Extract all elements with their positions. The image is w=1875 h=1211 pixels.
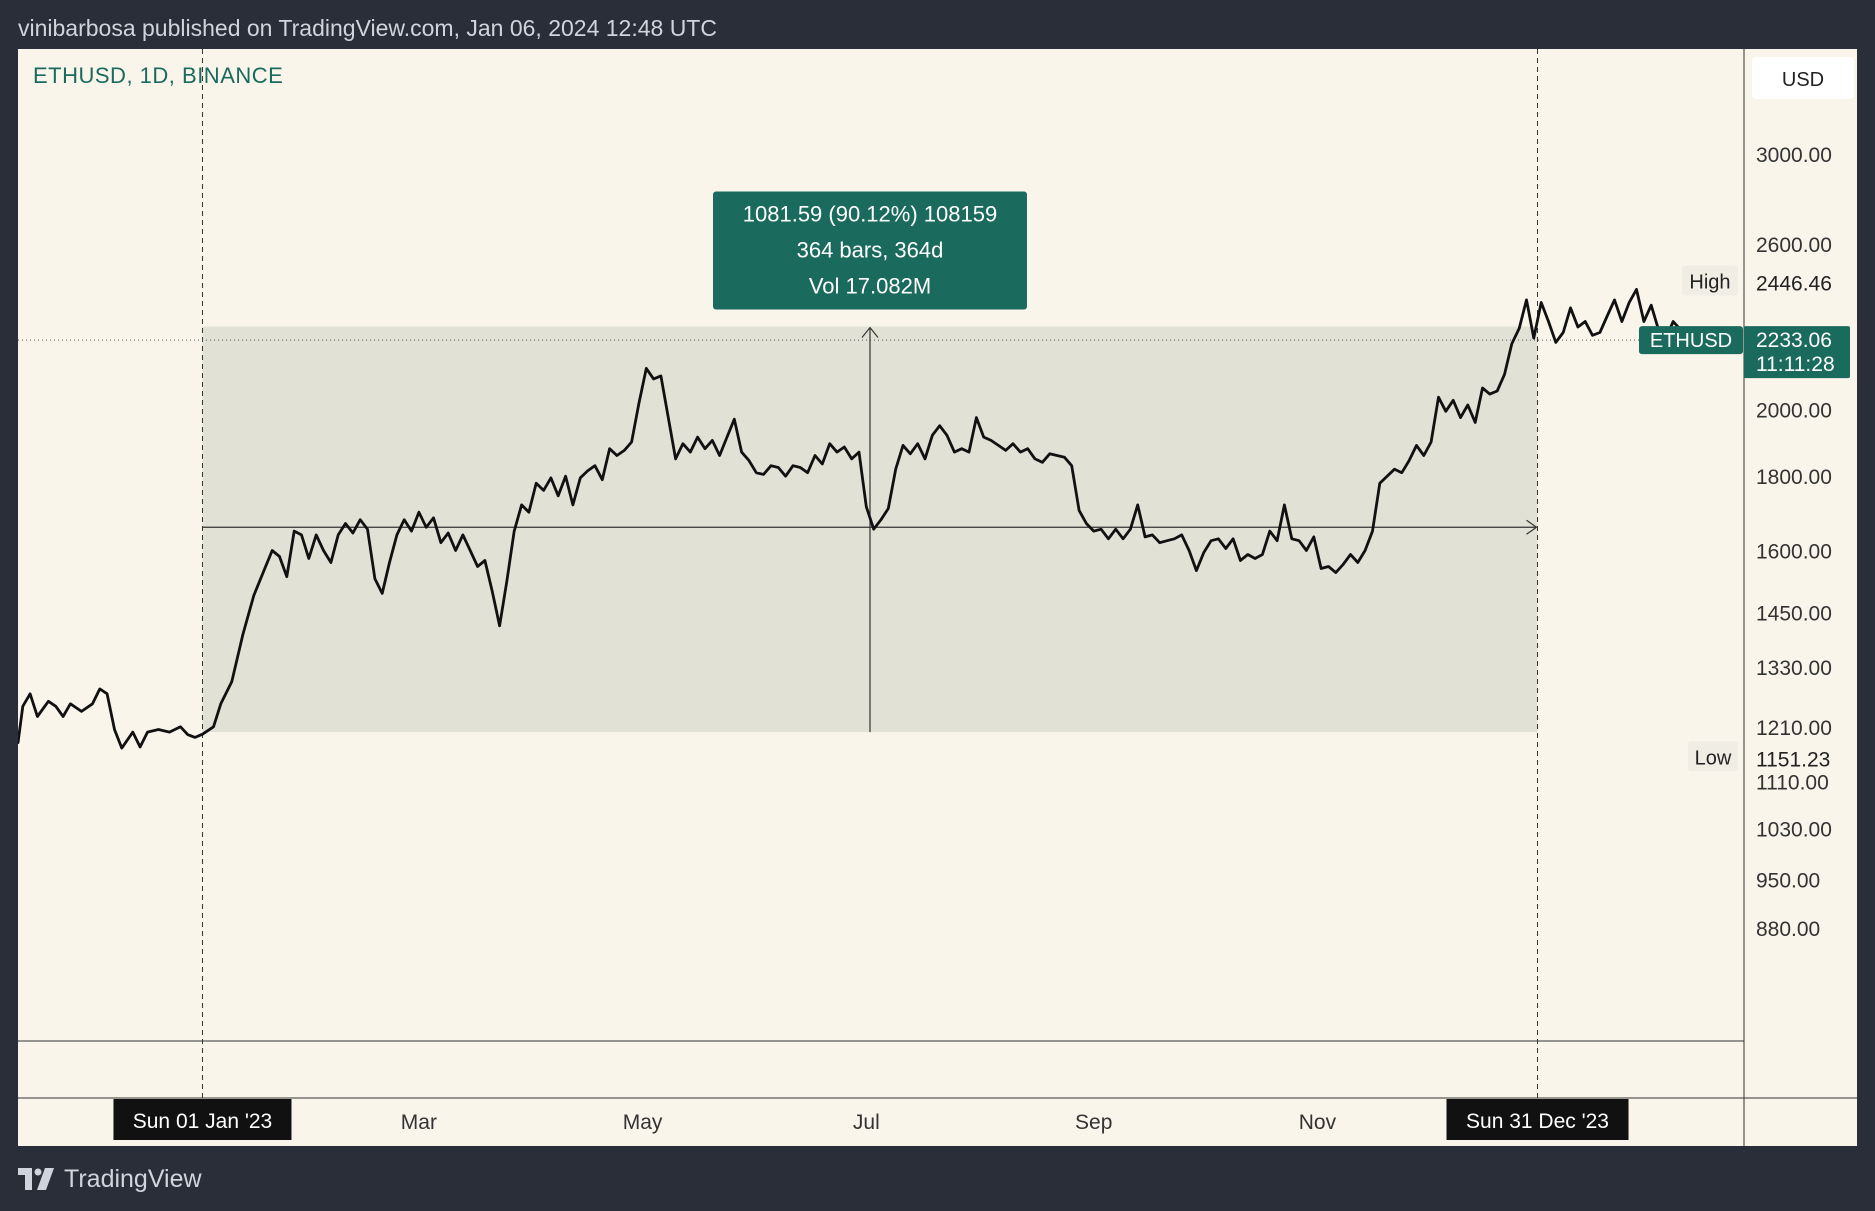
horizontal-arrow-icon xyxy=(1526,519,1538,535)
tradingview-logo-icon xyxy=(18,1168,54,1190)
symbol-price-tag[interactable] xyxy=(1639,326,1743,355)
footer-brand[interactable]: TradingView xyxy=(18,1162,202,1196)
currency-button[interactable] xyxy=(1752,57,1854,99)
chart-frame[interactable]: 1081.59 (90.12%) 108159 364 bars, 364d Vol… xyxy=(18,49,1857,1146)
y-tick-label: 1110.00 xyxy=(1756,771,1829,794)
y-tick-label: 2600.00 xyxy=(1756,234,1832,257)
last-price-value: 2233.06 xyxy=(1756,329,1832,352)
vertical-arrow-icon xyxy=(861,326,879,338)
measure-info-line: 364 bars, 364d xyxy=(797,238,944,263)
currency-label: USD xyxy=(1782,69,1824,91)
range-start-date: Sun 01 Jan '23 xyxy=(133,1110,272,1133)
measure-info-line: 1081.59 (90.12%) 108159 xyxy=(743,202,997,227)
symbol-price-tag-label: ETHUSD xyxy=(1650,330,1732,352)
eth-price-line[interactable] xyxy=(18,287,1693,750)
y-tick-label: 950.00 xyxy=(1756,870,1820,893)
high-value-bg xyxy=(1749,266,1856,297)
y-tick-label: 1800.00 xyxy=(1756,466,1832,489)
range-end-date: Sun 31 Dec '23 xyxy=(1466,1110,1609,1133)
range-start-date-tag[interactable] xyxy=(113,1099,292,1140)
symbol-info[interactable]: ETHUSD, 1D, BINANCE xyxy=(33,63,284,88)
high-label: High xyxy=(1689,271,1730,293)
y-tick-label: 3000.00 xyxy=(1756,144,1832,167)
x-tick-label: Jul xyxy=(853,1111,880,1134)
price-chart[interactable]: 1081.59 (90.12%) 108159 364 bars, 364d Vol… xyxy=(18,49,1857,1146)
y-tick-label: 1330.00 xyxy=(1756,657,1832,680)
y-tick-label: 1210.00 xyxy=(1756,717,1832,740)
x-tick-label: Sep xyxy=(1075,1111,1112,1134)
measure-info-box[interactable] xyxy=(712,191,1027,310)
y-tick-label: 880.00 xyxy=(1756,918,1820,941)
range-end-date-tag[interactable] xyxy=(1446,1099,1629,1140)
y-tick-label: 2000.00 xyxy=(1756,400,1832,423)
published-header: vinibarbosa published on TradingView.com… xyxy=(18,15,717,41)
x-tick-label: Mar xyxy=(401,1111,437,1134)
high-value: 2446.46 xyxy=(1756,272,1832,295)
high-label-bg xyxy=(1682,265,1738,296)
y-tick-label: 1450.00 xyxy=(1756,603,1832,626)
x-tick-label: Nov xyxy=(1299,1111,1337,1134)
low-value: 1151.23 xyxy=(1756,748,1830,771)
bar-countdown: 11:11:28 xyxy=(1756,353,1835,376)
x-tick-label: May xyxy=(623,1111,663,1134)
y-tick-label: 1600.00 xyxy=(1756,541,1832,564)
footer-brand-label: TradingView xyxy=(64,1164,202,1193)
low-label: Low xyxy=(1695,747,1732,769)
low-label-bg xyxy=(1688,741,1738,772)
last-price-tag[interactable] xyxy=(1744,326,1850,379)
y-tick-label: 1030.00 xyxy=(1756,819,1832,842)
measure-info-line: Vol 17.082M xyxy=(809,274,931,299)
